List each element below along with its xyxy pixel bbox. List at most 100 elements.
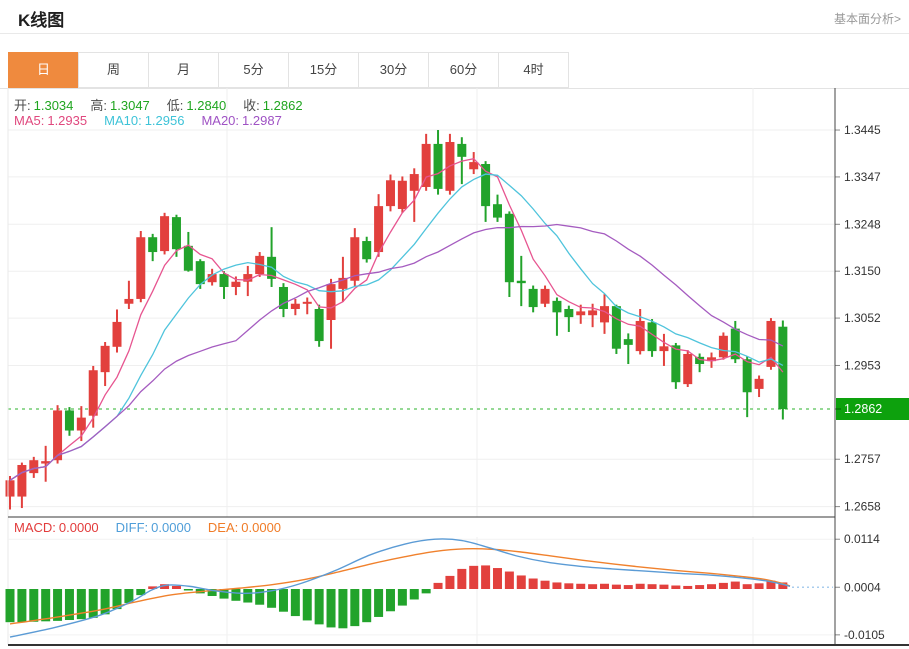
macd-bar-positive (576, 583, 586, 589)
macd-bar-positive (730, 581, 740, 589)
legend-ma-item-1: MA10: 1.2956 (104, 113, 185, 128)
price-axis-label: 1.3248 (844, 217, 881, 231)
candle-body (766, 320, 776, 367)
macd-bar-positive (552, 582, 562, 589)
macd-bar-negative (41, 589, 51, 622)
candle-body (552, 300, 562, 313)
price-axis-label: 1.3150 (844, 264, 881, 278)
macd-bar-positive (683, 585, 693, 589)
candle-body (243, 274, 253, 282)
macd-legend: MACD: 0.0000 DIFF: 0.0000 DEA: 0.0000 (14, 520, 298, 535)
candle-body (600, 306, 609, 323)
page-title: K线图 (18, 11, 65, 30)
candle-body (683, 353, 693, 385)
candle-body (730, 328, 740, 360)
macd-bar-negative (5, 589, 15, 623)
tab-period-6[interactable]: 60分 (428, 52, 498, 88)
macd-bar-negative (409, 589, 419, 600)
candle-body (457, 143, 467, 157)
macd-bar-positive (635, 583, 645, 589)
candle-body (421, 143, 431, 187)
macd-bar-positive (718, 582, 728, 589)
tab-period-2[interactable]: 月 (148, 52, 218, 88)
period-tab-bar: 日周月 5分 15分 30分 60分 4时 (8, 52, 569, 88)
macd-bar-negative (219, 589, 229, 599)
tab-period-4[interactable]: 15分 (288, 52, 358, 88)
candle-body (171, 217, 181, 250)
candle-body (397, 180, 407, 209)
macd-bar-negative (112, 589, 122, 610)
candle-body (76, 417, 86, 431)
macd-axis-label: 0.0004 (844, 580, 881, 594)
candle-body (742, 359, 752, 393)
macd-bar-positive (528, 578, 538, 589)
candle-body (623, 339, 633, 345)
price-axis-label: 1.3052 (844, 311, 881, 325)
candle-body (219, 274, 229, 287)
macd-bar-negative (350, 589, 360, 627)
macd-bar-positive (707, 584, 717, 589)
tab-period-3[interactable]: 5分 (218, 52, 288, 88)
macd-bar-negative (374, 589, 384, 617)
candle-body (504, 213, 514, 283)
candle-body (231, 281, 241, 287)
candle-body (338, 277, 348, 289)
tab-period-0[interactable]: 日 (8, 52, 78, 88)
candle-body (278, 286, 288, 309)
macd-bar-positive (481, 565, 491, 589)
macd-bar-negative (231, 589, 241, 601)
candle-body (195, 261, 205, 285)
candle-body (53, 410, 63, 461)
candle-body (385, 180, 395, 207)
candle-body (362, 241, 372, 260)
tab-period-1[interactable]: 周 (78, 52, 148, 88)
macd-bar-positive (600, 583, 609, 589)
price-axis-label: 1.3347 (844, 170, 881, 184)
macd-bar-negative (397, 589, 407, 606)
candle-body (88, 370, 98, 416)
legend-macd-item-1: DIFF: 0.0000 (115, 520, 191, 535)
ma5-line (9, 157, 784, 481)
macd-bar-negative (255, 589, 265, 605)
candle-body (409, 174, 419, 191)
macd-bar-negative (29, 589, 39, 622)
candle-body (481, 164, 491, 207)
macd-bar-positive (469, 565, 479, 589)
candle-body (564, 308, 574, 318)
macd-bar-positive (671, 585, 681, 589)
macd-bar-negative (338, 589, 348, 629)
macd-bar-negative (136, 589, 146, 596)
tab-period-5[interactable]: 30分 (358, 52, 428, 88)
fundamental-analysis-link[interactable]: 基本面分析> (833, 12, 901, 26)
macd-bar-positive (588, 584, 598, 589)
legend-ohlc-item-1: 高: 1.3047 (90, 98, 150, 113)
price-axis-label: 1.2953 (844, 358, 881, 372)
legend-ohlc-item-3: 收: 1.2862 (243, 98, 303, 113)
macd-bar-positive (492, 568, 502, 589)
candlestick-macd-canvas[interactable]: 1.3445 1.3347 1.3248 1.3150 1.3052 1.2953 1.27… (0, 88, 909, 649)
macd-bar-negative (362, 589, 372, 623)
candle-body (588, 310, 598, 316)
candle-body (516, 280, 526, 284)
macd-bar-negative (385, 589, 395, 612)
tab-period-7[interactable]: 4时 (498, 52, 569, 88)
macd-axis-label: 0.0114 (844, 532, 880, 546)
candle-body (635, 320, 645, 352)
candle-body (492, 204, 502, 218)
macd-bar-negative (421, 589, 431, 594)
legend-ma-item-2: MA20: 1.2987 (201, 113, 282, 128)
candle-body (374, 206, 384, 253)
candle-body (136, 237, 146, 299)
candle-body (207, 274, 217, 283)
macd-bar-negative (17, 589, 27, 623)
macd-bar-negative (302, 589, 312, 621)
candle-body (29, 460, 39, 474)
candle-body (41, 461, 51, 464)
candle-body (183, 245, 193, 271)
candle-body (148, 237, 158, 253)
macd-bar-negative (64, 589, 74, 621)
macd-bar-positive (171, 585, 181, 589)
candle-body (100, 345, 110, 373)
macd-bar-positive (766, 580, 776, 589)
